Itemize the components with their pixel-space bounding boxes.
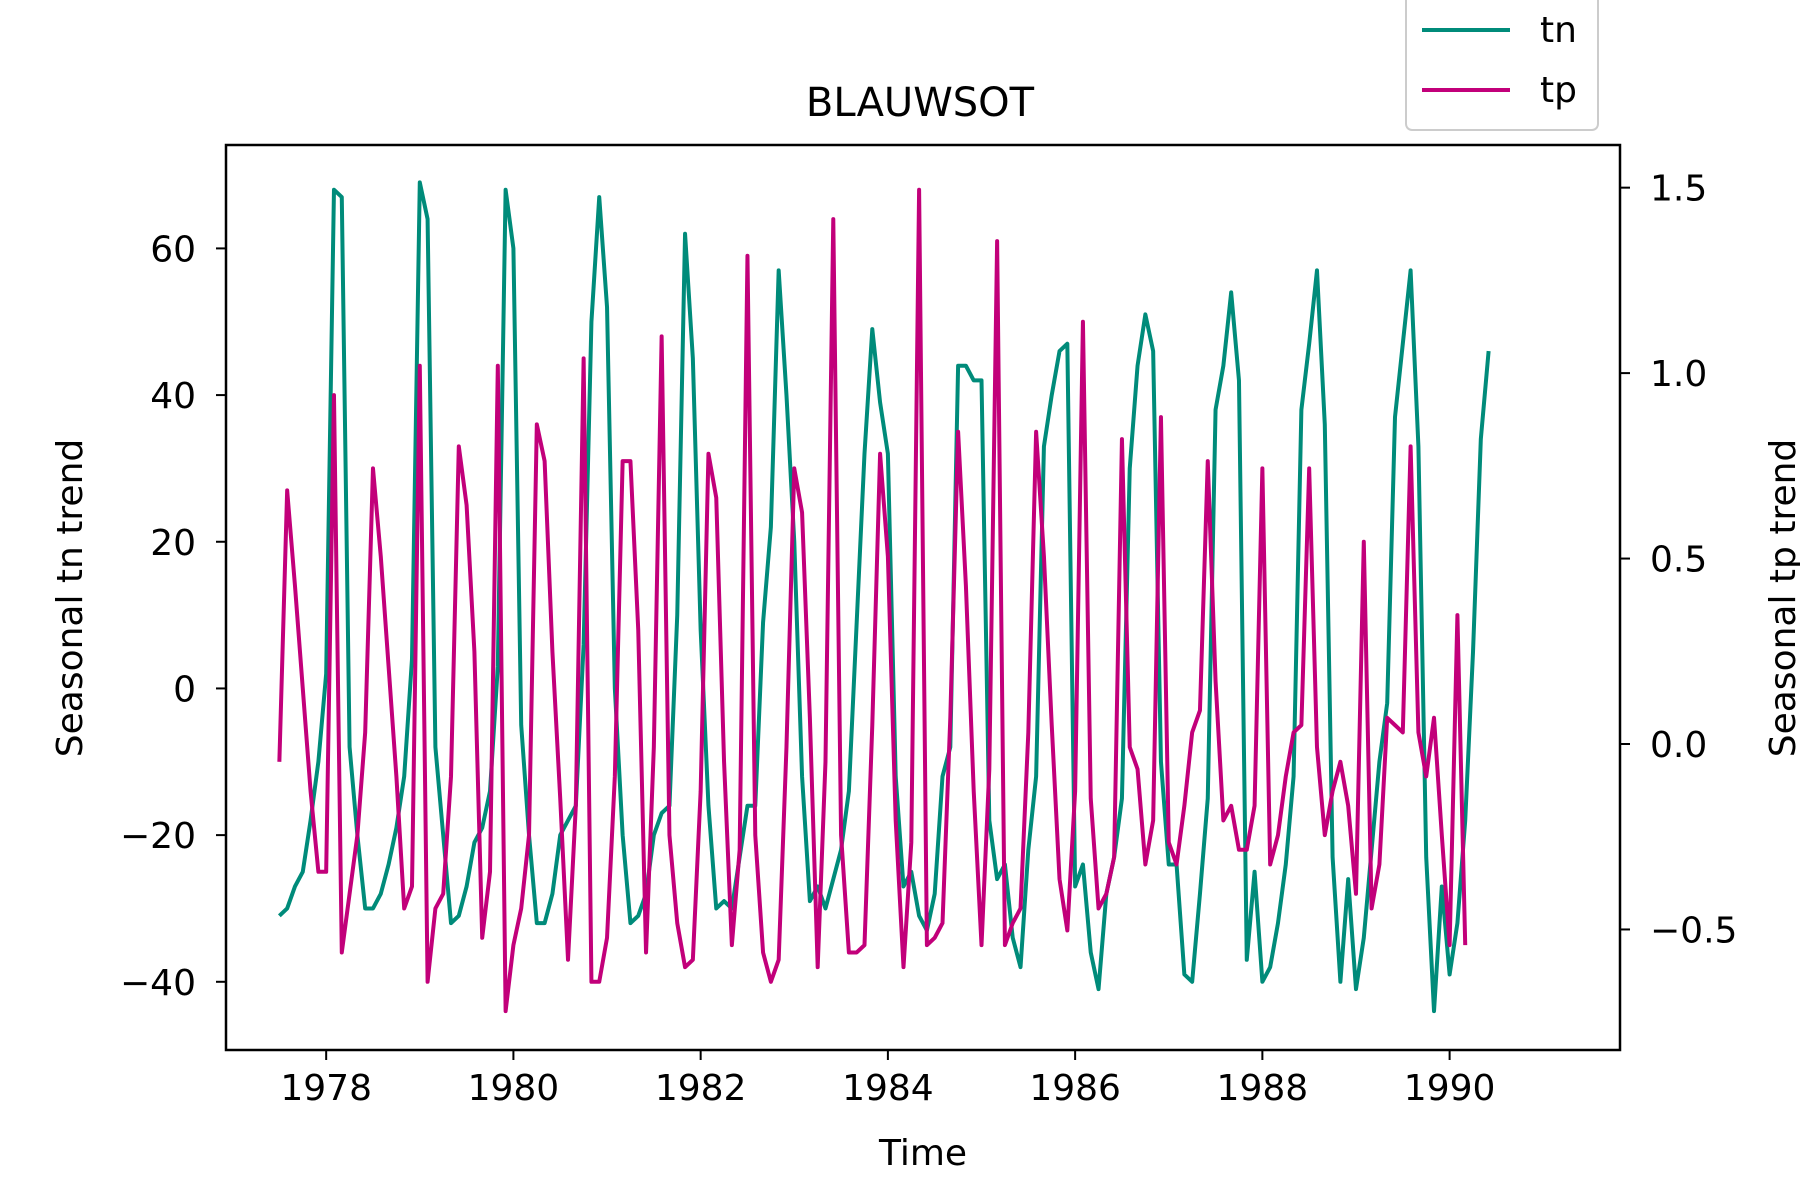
y-left-tick-label: 40	[150, 376, 196, 417]
y-left-tick-label: −20	[120, 816, 196, 857]
y-left-ticks: −40 −20 0 20 40 60	[120, 229, 226, 1004]
series-line-tp	[277, 187, 1468, 1014]
x-tick-label: 1988	[1217, 1068, 1309, 1109]
x-tick-label: 1982	[655, 1068, 747, 1109]
y-right-axis-label: Seasonal tp trend	[1763, 439, 1800, 758]
plot-series	[277, 180, 1491, 1014]
legend-label-tn: tn	[1540, 10, 1577, 51]
y-right-ticks: −0.5 0.0 0.5 1.0 1.5	[1620, 169, 1737, 951]
legend-box	[1405, 0, 1599, 131]
legend: tn tp	[1405, 0, 1599, 131]
legend-label-tp: tp	[1540, 70, 1577, 111]
y-left-tick-label: 60	[150, 229, 196, 270]
x-tick-label: 1990	[1404, 1068, 1496, 1109]
y-left-tick-label: −40	[120, 963, 196, 1004]
y-right-tick-label: 1.5	[1650, 169, 1707, 210]
y-left-axis-label: Seasonal tn trend	[50, 439, 91, 757]
y-left-tick-label: 0	[173, 669, 196, 710]
y-right-tick-label: 0.0	[1650, 725, 1707, 766]
chart-title: BLAUWSOT	[806, 80, 1035, 126]
x-tick-label: 1984	[842, 1068, 934, 1109]
plot-frame	[224, 143, 1622, 1052]
y-right-tick-label: 1.0	[1650, 354, 1707, 395]
y-left-tick-label: 20	[150, 523, 196, 564]
x-tick-label: 1980	[468, 1068, 560, 1109]
y-right-tick-label: −0.5	[1650, 910, 1737, 951]
y-right-tick-label: 0.5	[1650, 540, 1707, 581]
x-tick-label: 1986	[1029, 1068, 1121, 1109]
x-axis-label: Time	[878, 1133, 967, 1174]
x-tick-label: 1978	[280, 1068, 372, 1109]
x-ticks: 1978 1980 1982 1984 1986 1988 1990	[280, 1050, 1495, 1109]
